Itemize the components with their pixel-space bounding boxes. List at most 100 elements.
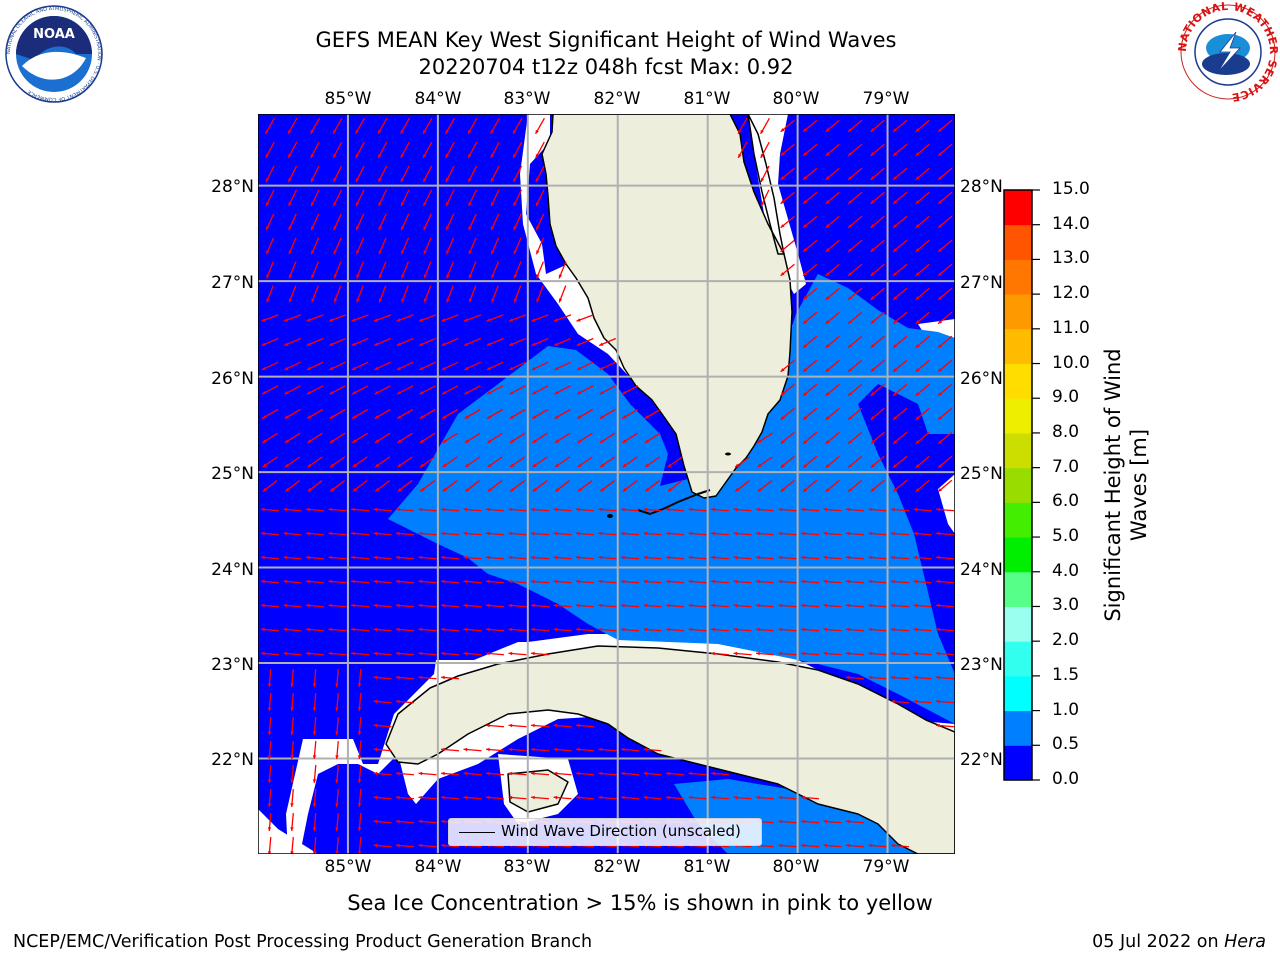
wave-arrow <box>576 385 594 395</box>
wave-arrow <box>935 531 955 536</box>
wave-arrow <box>913 579 932 584</box>
lat-label-left-27n: 27°N <box>211 273 254 293</box>
wave-arrow <box>374 432 391 444</box>
wave-arrow <box>892 335 908 349</box>
wave-arrow <box>419 361 436 371</box>
wave-arrow <box>688 627 707 632</box>
wave-arrow <box>847 479 863 493</box>
wave-arrow <box>311 285 319 303</box>
wave-arrow <box>553 531 572 536</box>
wave-arrow <box>688 771 707 776</box>
wave-arrow <box>802 359 818 373</box>
wave-arrow <box>598 507 617 512</box>
wave-arrow <box>553 603 572 608</box>
wave-arrow <box>350 651 370 656</box>
wave-arrow <box>350 603 370 608</box>
wave-arrow <box>265 141 275 159</box>
wave-arrow <box>265 261 275 279</box>
wave-arrow <box>937 239 953 253</box>
wave-arrow <box>418 314 437 322</box>
wave-arrow <box>577 480 593 492</box>
wave-arrow <box>531 408 549 420</box>
wave-arrow <box>508 603 527 608</box>
lat-label-right-22n: 22°N <box>960 750 1003 770</box>
wave-arrow <box>312 812 317 832</box>
wave-arrow <box>575 507 595 512</box>
wave-arrow <box>440 555 460 560</box>
wave-arrow <box>287 165 298 183</box>
colorbar-tick-label: 13.0 <box>1052 248 1090 269</box>
wave-arrow <box>333 285 342 303</box>
wave-arrow <box>733 507 752 512</box>
wave-arrow <box>463 337 482 347</box>
wave-arrow <box>778 795 797 800</box>
wave-arrow <box>845 579 865 584</box>
wave-arrow <box>737 117 748 135</box>
wave-arrow <box>800 819 820 824</box>
wave-arrow <box>553 555 572 560</box>
wave-arrow <box>710 579 730 584</box>
wave-arrow <box>733 651 752 656</box>
colorbar-segment <box>1004 432 1032 469</box>
wave-arrow <box>915 455 930 469</box>
wave-arrow <box>868 555 887 560</box>
wave-arrow <box>535 213 545 231</box>
wave-arrow <box>373 747 392 752</box>
wave-arrow <box>287 117 298 135</box>
wave-arrow <box>935 627 955 632</box>
wave-arrow <box>780 263 795 277</box>
wave-arrow <box>937 191 953 205</box>
wave-arrow <box>532 432 548 444</box>
wave-arrow <box>531 385 549 395</box>
colorbar-label: Significant Height of Wind Waves [m] <box>1101 348 1151 622</box>
wave-arrow <box>643 555 662 560</box>
wave-arrow <box>800 555 820 560</box>
lon-label-bottom-85w: 85°W <box>324 857 372 877</box>
wave-arrow <box>509 456 526 468</box>
wave-arrow <box>490 189 500 207</box>
wave-arrow <box>440 531 460 536</box>
wave-arrow <box>892 287 908 301</box>
wave-arrow <box>260 579 280 584</box>
wave-arrow <box>305 651 325 656</box>
legend-line-swatch <box>459 832 495 833</box>
wave-direction-arrows <box>260 117 955 854</box>
map-legend: Wind Wave Direction (unscaled) <box>448 818 762 846</box>
wave-arrow <box>554 408 571 420</box>
wave-arrow <box>847 215 863 229</box>
wave-arrow <box>598 579 617 584</box>
wave-arrow <box>892 311 908 325</box>
wave-arrow <box>892 383 908 397</box>
colorbar-tick-label: 1.0 <box>1052 699 1080 720</box>
wave-arrow <box>265 117 275 135</box>
wave-arrow <box>643 531 662 536</box>
wave-arrow <box>350 627 370 632</box>
isla-juventud-land <box>507 769 569 813</box>
wave-arrow <box>800 651 820 656</box>
wave-arrow <box>688 555 707 560</box>
wave-arrow <box>644 480 661 492</box>
wave-arrow <box>643 771 662 776</box>
wave-arrow <box>915 167 930 181</box>
legend-label: Wind Wave Direction (unscaled) <box>501 822 741 840</box>
wave-arrow <box>688 795 707 800</box>
wave-arrow <box>937 407 953 421</box>
colorbar-tick-label: 8.0 <box>1052 421 1080 442</box>
wave-arrow <box>620 555 640 560</box>
wave-arrow <box>622 432 638 444</box>
colorbar-tick-label: 0.0 <box>1052 769 1080 789</box>
wave-arrow <box>553 579 572 584</box>
wave-arrow <box>800 795 820 800</box>
wave-arrow <box>287 141 298 159</box>
wave-arrow <box>290 788 294 808</box>
wave-arrow <box>374 456 391 468</box>
wave-arrow <box>553 771 572 776</box>
wave-arrow <box>267 740 272 760</box>
wave-arrow <box>802 143 818 157</box>
wave-arrow <box>825 431 840 445</box>
wave-arrow <box>468 213 477 231</box>
wave-arrow <box>802 167 818 181</box>
wave-arrow <box>802 191 818 205</box>
footer-host: Hera <box>1224 932 1266 952</box>
wave-arrow <box>441 385 459 395</box>
